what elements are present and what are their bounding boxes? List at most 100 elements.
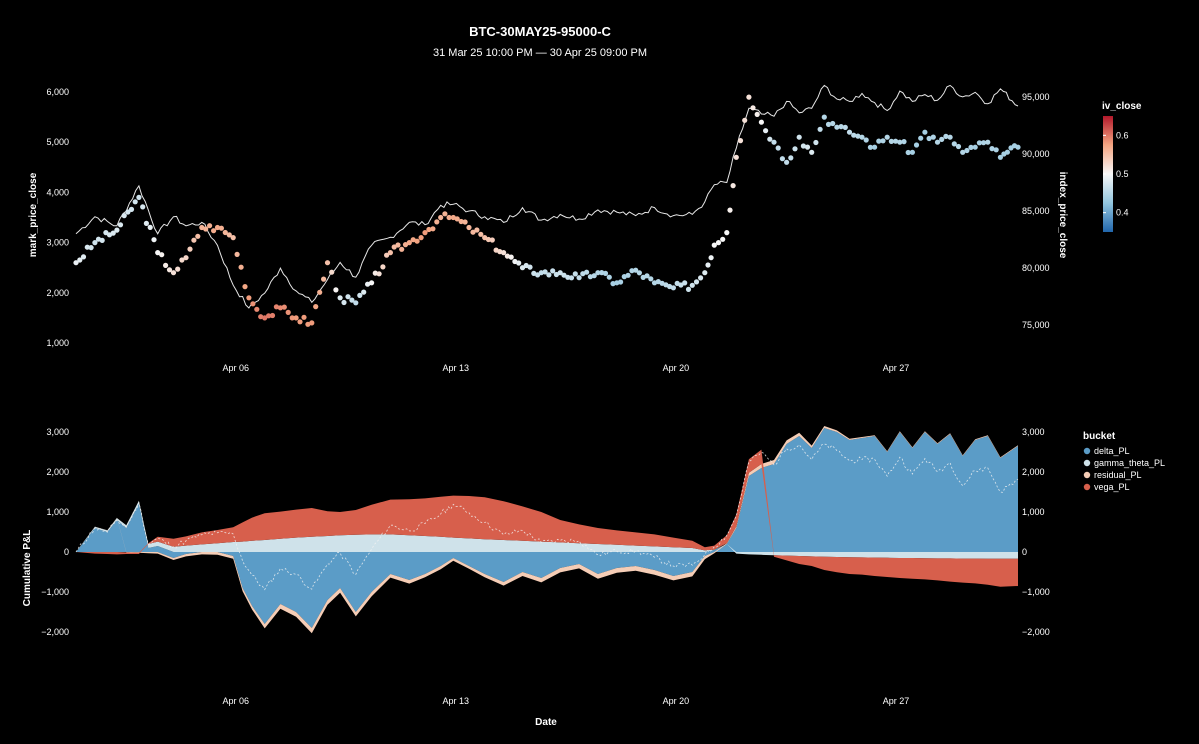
mark-price-point bbox=[859, 134, 865, 140]
mark-price-point bbox=[238, 264, 244, 270]
price-x-tick-label: Apr 06 bbox=[222, 363, 249, 373]
mark-price-point bbox=[380, 264, 386, 270]
mark-price-point bbox=[855, 133, 861, 139]
pnl-y2-tick-label: 3,000 bbox=[1022, 427, 1045, 437]
mark-price-point bbox=[708, 255, 714, 261]
mark-price-point bbox=[830, 120, 836, 127]
mark-price-point bbox=[711, 242, 717, 248]
pnl-y2-axis: −2,000 −1,000 0 1,000 2,000 3,000 bbox=[1022, 427, 1050, 637]
mark-price-point bbox=[226, 232, 232, 238]
pnl-y-tick-label: 0 bbox=[64, 547, 69, 557]
mark-price-point bbox=[670, 285, 677, 291]
mark-price-point bbox=[809, 149, 815, 155]
mark-price-point bbox=[702, 270, 708, 276]
mark-price-point bbox=[211, 228, 217, 234]
mark-price-point bbox=[301, 314, 307, 320]
mark-price-point bbox=[985, 139, 991, 145]
mark-price-point bbox=[727, 207, 733, 213]
mark-price-point bbox=[501, 250, 507, 256]
pnl-y2-tick-label: 2,000 bbox=[1022, 467, 1045, 477]
mark-price-point bbox=[842, 124, 848, 130]
price-y2-tick-label: 95,000 bbox=[1022, 92, 1050, 102]
price-y2-tick-label: 90,000 bbox=[1022, 149, 1050, 159]
mark-price-point bbox=[163, 262, 169, 268]
mark-price-point bbox=[955, 143, 962, 150]
mark-price-point bbox=[430, 226, 436, 232]
mark-price-point bbox=[485, 236, 492, 243]
pnl-y-tick-label: −1,000 bbox=[41, 587, 69, 597]
mark-price-point bbox=[88, 245, 94, 251]
mark-price-point bbox=[151, 237, 157, 243]
pnl-x-tick-label: Apr 13 bbox=[443, 696, 470, 706]
iv-colorbar-tick-label: 0.5 bbox=[1116, 169, 1129, 179]
price-x-tick-label: Apr 27 bbox=[883, 363, 910, 373]
price-y-tick-label: 5,000 bbox=[46, 137, 69, 147]
mark-price-point bbox=[434, 219, 440, 225]
mark-price-point bbox=[333, 287, 339, 293]
mark-price-point bbox=[750, 105, 756, 111]
mark-price-point bbox=[648, 276, 654, 282]
iv-colorbar-tick-label: 0.6 bbox=[1116, 130, 1129, 140]
bucket-legend: bucket delta_PL gamma_theta_PL residual_PL… bbox=[1083, 431, 1165, 492]
mark-price-point bbox=[767, 136, 773, 142]
mark-price-point bbox=[195, 233, 201, 239]
price-x-tick-label: Apr 13 bbox=[443, 363, 470, 373]
mark-price-point bbox=[422, 230, 428, 236]
mark-price-point bbox=[606, 274, 612, 280]
mark-price-point bbox=[629, 268, 635, 274]
mark-price-point bbox=[901, 139, 907, 145]
mark-price-point bbox=[972, 144, 978, 150]
legend-swatch-vega-PL bbox=[1083, 483, 1091, 491]
price-x-axis: Apr 06 Apr 13 Apr 20 Apr 27 bbox=[222, 363, 909, 373]
mark-price-point bbox=[179, 257, 185, 263]
mark-price-point bbox=[361, 289, 367, 295]
mark-price-point bbox=[170, 270, 177, 276]
mark-price-point bbox=[384, 252, 390, 258]
mark-price-point bbox=[763, 128, 769, 134]
mark-price-point bbox=[214, 224, 221, 231]
mark-price-point bbox=[454, 216, 460, 222]
mark-price-point bbox=[269, 312, 276, 319]
mark-price-point bbox=[737, 138, 744, 144]
mark-price-point bbox=[305, 321, 311, 327]
mark-price-point bbox=[387, 250, 393, 256]
mark-price-point bbox=[458, 218, 464, 225]
mark-price-point bbox=[128, 206, 135, 212]
mark-price-point bbox=[804, 144, 811, 150]
mark-price-point bbox=[724, 230, 730, 236]
mark-price-point bbox=[939, 136, 945, 142]
pnl-areas bbox=[76, 426, 1018, 634]
mark-price-point bbox=[446, 214, 452, 221]
mark-price-point bbox=[576, 275, 582, 281]
mark-price-point bbox=[943, 133, 949, 139]
mark-price-point bbox=[909, 149, 916, 155]
mark-price-point bbox=[784, 159, 790, 165]
mark-price-point bbox=[851, 132, 857, 138]
mark-price-point bbox=[187, 246, 193, 252]
mark-price-point bbox=[884, 134, 890, 140]
pnl-y-tick-label: 2,000 bbox=[46, 467, 69, 477]
legend-swatch-delta-PL bbox=[1083, 447, 1091, 455]
mark-price-point bbox=[125, 209, 131, 215]
mark-price-point bbox=[418, 235, 424, 241]
mark-price-point bbox=[329, 269, 335, 275]
mark-price-point bbox=[147, 224, 153, 230]
mark-price-point bbox=[293, 315, 299, 321]
mark-price-point bbox=[644, 273, 650, 279]
mark-price-point bbox=[964, 147, 970, 154]
mark-price-point bbox=[191, 237, 197, 243]
index-price-series bbox=[75, 84, 1019, 309]
mark-price-point bbox=[121, 213, 127, 219]
area-gamma-theta-PL bbox=[76, 500, 1018, 559]
legend-label-delta-PL: delta_PL bbox=[1094, 446, 1130, 456]
price-y2-tick-label: 85,000 bbox=[1022, 206, 1050, 216]
mark-price-point bbox=[345, 294, 351, 300]
mark-price-point bbox=[730, 183, 736, 189]
mark-price-point bbox=[73, 260, 79, 266]
mark-price-point bbox=[715, 240, 722, 246]
mark-price-point bbox=[934, 139, 941, 145]
legend-swatch-residual-PL bbox=[1083, 471, 1091, 479]
iv-colorbar-ticks: 0.4 0.5 0.6 bbox=[1103, 130, 1129, 218]
mark-price-point bbox=[266, 313, 272, 319]
mark-price-point bbox=[846, 129, 853, 135]
